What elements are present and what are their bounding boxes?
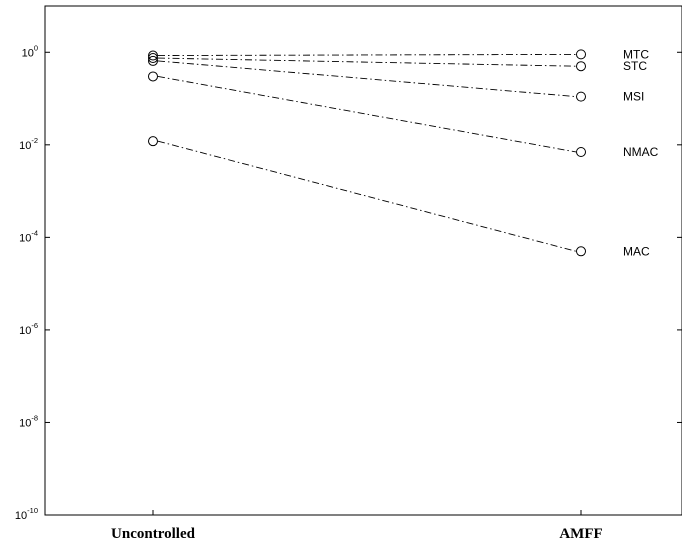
y-tick-exponent: -4 bbox=[31, 228, 38, 237]
x-axis-category-labels: Uncontrolled AMFF bbox=[111, 510, 603, 542]
x-category-label: Uncontrolled bbox=[111, 526, 196, 542]
y-tick-label: 100 bbox=[22, 43, 38, 59]
series-line-mtc bbox=[157, 53, 577, 56]
y-tick-base: 10 bbox=[19, 232, 31, 244]
y-tick-exponent: -8 bbox=[31, 413, 38, 422]
series-markers bbox=[148, 49, 586, 257]
marker-mac bbox=[576, 246, 586, 257]
series-label-mtc: MTC bbox=[623, 47, 649, 61]
marker-msi bbox=[148, 55, 158, 66]
series-label-stc: STC bbox=[623, 59, 647, 73]
y-tick-exponent: -6 bbox=[31, 321, 38, 330]
series-lines bbox=[157, 53, 577, 252]
series-line-mac bbox=[157, 140, 577, 252]
y-tick-exponent: 0 bbox=[34, 43, 38, 52]
marker-nmac bbox=[576, 146, 586, 157]
y-tick-base: 10 bbox=[19, 417, 31, 429]
y-tick-label: 10-10 bbox=[15, 506, 38, 522]
y-tick-base: 10 bbox=[19, 325, 31, 337]
x-category-label: AMFF bbox=[559, 526, 602, 542]
y-tick-label: 10-2 bbox=[19, 136, 38, 152]
series-line-nmac bbox=[157, 76, 577, 153]
marker-mac bbox=[148, 136, 158, 147]
marker-msi bbox=[576, 91, 586, 102]
y-tick-base: 10 bbox=[22, 47, 34, 59]
plot-frame bbox=[44, 5, 682, 516]
series-label-msi: MSI bbox=[623, 90, 644, 104]
marker-mtc bbox=[148, 50, 158, 61]
series-line-msi bbox=[157, 60, 577, 98]
y-tick-label: 10-4 bbox=[19, 228, 38, 244]
y-tick-label: 10-6 bbox=[19, 321, 38, 337]
y-tick-label: 10-8 bbox=[19, 413, 38, 429]
y-tick-base: 10 bbox=[15, 510, 27, 522]
series-line-stc bbox=[157, 57, 577, 67]
marker-nmac bbox=[148, 71, 158, 82]
y-tick-exponent: -10 bbox=[27, 506, 38, 515]
y-tick-base: 10 bbox=[19, 140, 31, 152]
marker-stc bbox=[576, 61, 586, 72]
marker-mtc bbox=[576, 49, 586, 60]
series-label-nmac: NMAC bbox=[623, 145, 659, 159]
series-label-mac: MAC bbox=[623, 244, 650, 258]
marker-stc bbox=[148, 53, 158, 64]
y-tick-exponent: -2 bbox=[31, 136, 38, 145]
